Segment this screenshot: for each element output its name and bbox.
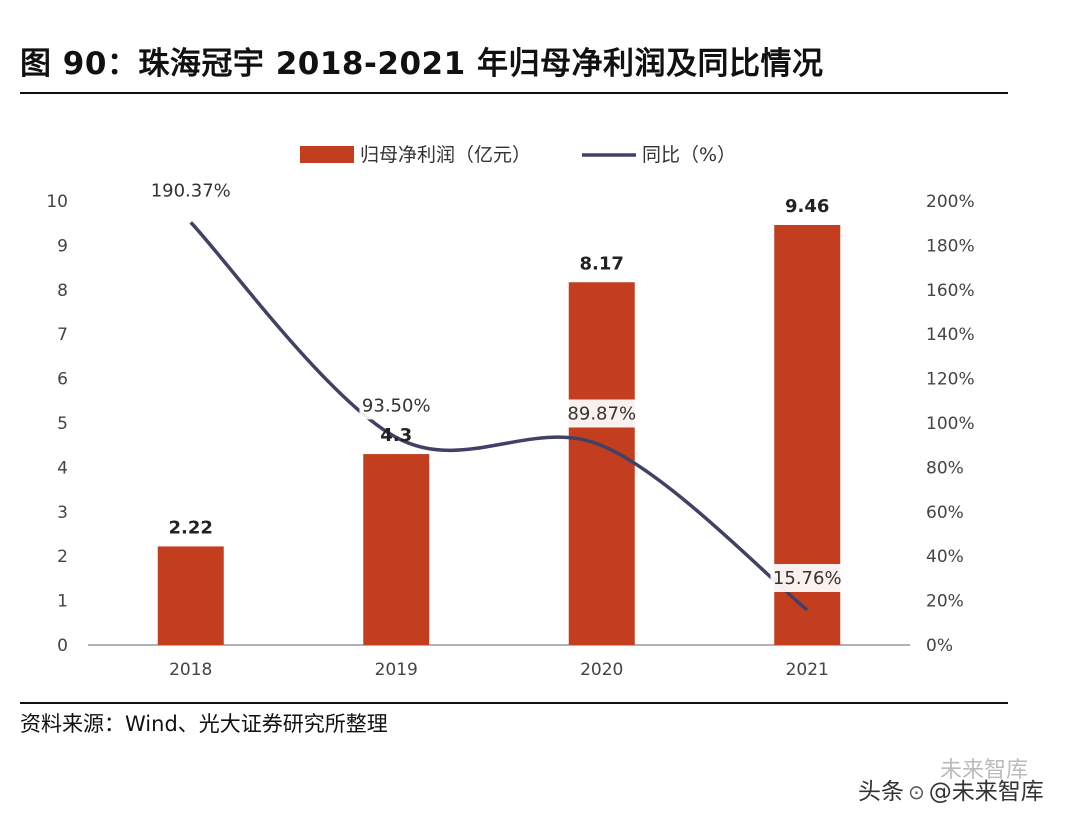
bar-label-2019: 4.3 [380,425,412,446]
line-label-box-2020 [564,399,639,428]
line-label-2019: 93.50% [362,395,431,416]
y-left-tick-label: 6 [57,370,68,390]
y-right-tick-label: 100% [926,414,975,434]
line-data-labels: 190.37% 93.50% 89.87% 15.76% [148,176,845,593]
yoy-line [189,221,809,612]
bar-2019 [363,454,430,645]
y-left-tick-label: 7 [57,325,68,345]
watermark-faint: 未来智库 [940,758,1029,783]
x-tick-label: 2018 [169,660,212,680]
y-right-tick-label: 200% [926,192,975,212]
y-left-tick-label: 10 [46,192,68,212]
bar-series [157,224,841,645]
y-left-tick-label: 5 [57,414,68,434]
source-note: 资料来源：Wind、光大证券研究所整理 [20,712,388,736]
bar-label-2021: 9.46 [785,196,829,217]
y-left-tick-label: 8 [57,281,68,301]
watermark-text1: 头条 [858,779,904,805]
watermark: 头条 ⊙ @未来智库 [858,772,1044,806]
bar-label-2020: 8.17 [580,253,624,274]
bar-2020 [568,282,635,645]
line-label-2020: 89.87% [567,403,636,424]
y-right-tick-label: 60% [926,503,964,523]
y-axis-left: 0 1 2 3 4 5 6 7 8 9 10 [46,192,68,656]
legend-bar-label: 归母净利润（亿元） [360,144,531,166]
legend-line-label: 同比（%） [642,144,736,166]
line-label-box-2019 [359,391,434,420]
line-label-box-2018 [148,176,233,205]
wechat-icon: ⊙ [908,780,925,804]
y-right-tick-label: 40% [926,547,964,567]
y-right-tick-label: 180% [926,236,975,256]
line-label-2018: 190.37% [151,180,231,201]
y-axis-right: 0% 20% 40% 60% 80% 100% 120% 140% 160% 180% 200% [926,192,975,656]
bar-data-labels: 2.22 4.3 8.17 9.46 [169,196,830,538]
bar-label-2018: 2.22 [169,517,213,538]
y-right-tick-label: 140% [926,325,975,345]
y-right-tick-label: 0% [926,636,953,656]
chart-title: 图 90：珠海冠宇 2018-2021 年归母净利润及同比情况 [20,46,824,82]
top-rule [20,92,1008,94]
y-left-tick-label: 4 [57,458,68,478]
y-left-tick-label: 0 [57,636,68,656]
x-tick-label: 2021 [786,660,829,680]
y-right-tick-label: 120% [926,370,975,390]
bar-2018 [157,546,224,645]
y-right-tick-label: 20% [926,592,964,612]
x-tick-label: 2019 [375,660,418,680]
bottom-rule [20,702,1008,704]
y-left-tick-label: 2 [57,547,68,567]
y-left-tick-label: 1 [57,592,68,612]
legend: 归母净利润（亿元） 同比（%） [300,144,736,166]
y-left-tick-label: 9 [57,236,68,256]
line-label-2021: 15.76% [773,568,842,589]
legend-bar-swatch [300,146,354,163]
y-right-tick-label: 80% [926,458,964,478]
y-right-tick-label: 160% [926,281,975,301]
line-label-box-2021 [770,564,845,593]
x-axis: 2018 2019 2020 2021 [169,660,829,680]
y-left-tick-label: 3 [57,503,68,523]
watermark-text2: @未来智库 [928,779,1044,805]
x-tick-label: 2020 [580,660,623,680]
